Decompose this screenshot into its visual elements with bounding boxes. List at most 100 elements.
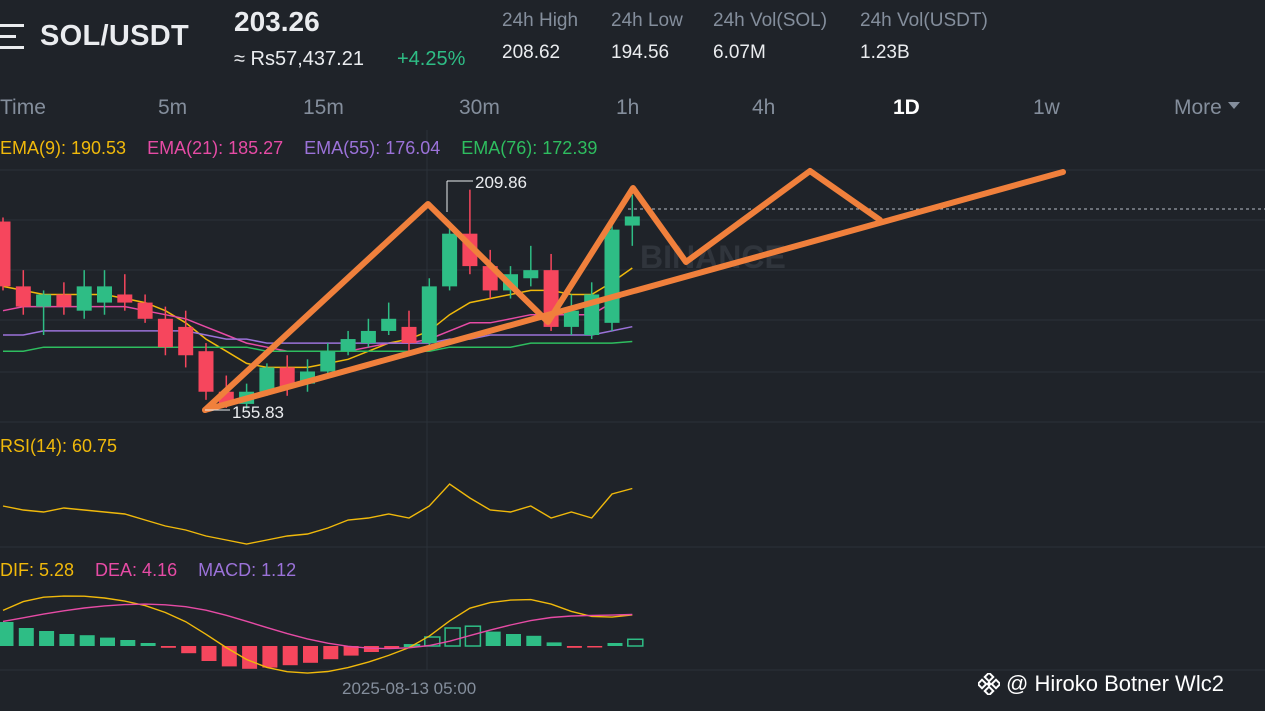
tab-15m[interactable]: 15m xyxy=(303,96,344,119)
candle xyxy=(401,310,417,352)
macd-bar xyxy=(566,646,582,648)
candle xyxy=(76,270,92,319)
high-price-label: 209.86 xyxy=(475,173,527,192)
candle-body xyxy=(56,294,72,307)
macd-bar xyxy=(201,646,217,661)
zigzag-pattern-line xyxy=(202,168,883,413)
candle-body xyxy=(360,330,376,344)
candle xyxy=(178,310,194,368)
interval-tabs: Time 5m 15m 30m 1h 4h 1D 1w More xyxy=(0,92,1265,126)
binance-logo-icon xyxy=(978,673,1000,695)
macd-bar xyxy=(242,646,258,669)
macd-bar xyxy=(262,646,278,668)
candle-body xyxy=(178,326,194,356)
trading-pair[interactable]: SOL/USDT xyxy=(40,20,190,52)
price-change: +4.25% xyxy=(397,48,466,70)
macd-bar xyxy=(79,635,95,646)
candle-body xyxy=(604,229,620,323)
macd-bar xyxy=(39,631,55,646)
candles xyxy=(0,189,640,409)
candle xyxy=(56,282,72,315)
candle-body xyxy=(157,318,173,348)
stat-24h-vol-sol: 24h Vol(SOL) 6.07M xyxy=(713,10,827,64)
candle xyxy=(523,245,539,287)
candle-body xyxy=(381,318,397,331)
macd-bar xyxy=(181,646,197,654)
rsi-legend: RSI(14): 60.75 xyxy=(0,436,133,457)
rsi-line xyxy=(2,483,633,545)
dif-label: DIF: 5.28 xyxy=(0,560,75,580)
candle xyxy=(0,217,11,291)
macd-bar xyxy=(343,646,359,656)
candle xyxy=(462,189,478,275)
macd-bar xyxy=(18,628,34,646)
ema-line xyxy=(3,325,633,344)
tab-more-label: More xyxy=(1174,96,1222,119)
candle-body xyxy=(76,286,92,311)
candle xyxy=(117,274,133,311)
tab-5m[interactable]: 5m xyxy=(158,96,188,119)
macd-bar xyxy=(384,646,400,649)
macd-bar xyxy=(506,634,521,646)
macd-bar xyxy=(282,646,298,666)
trendline-drawing xyxy=(202,168,1066,413)
tab-30m[interactable]: 30m xyxy=(459,96,500,119)
ema-9-label: EMA(9): 190.53 xyxy=(0,138,127,158)
macd-bar xyxy=(0,622,14,646)
dea-label: DEA: 4.16 xyxy=(95,560,178,580)
candle-body xyxy=(563,310,579,327)
stat-24h-high: 24h High 208.62 xyxy=(502,10,578,64)
tab-1h[interactable]: 1h xyxy=(616,96,640,119)
macd-bar xyxy=(424,636,441,647)
macd-legend: DIF: 5.28 DEA: 4.16 MACD: 1.12 xyxy=(0,560,312,581)
candle xyxy=(360,318,376,348)
candle xyxy=(36,290,52,335)
candle xyxy=(563,294,579,335)
candle xyxy=(300,359,315,392)
tab-1d[interactable]: 1D xyxy=(893,96,920,119)
stat-label: 24h Low xyxy=(611,10,683,31)
candle xyxy=(198,343,214,400)
stat-value: 6.07M xyxy=(713,42,766,63)
candle-body xyxy=(97,286,112,303)
stat-label: 24h Vol(SOL) xyxy=(713,10,828,31)
fiat-price: ≈ Rs57,437.21 xyxy=(234,48,364,70)
macd-bar xyxy=(59,634,75,646)
macd-histogram xyxy=(0,622,644,669)
ema-21-label: EMA(21): 185.27 xyxy=(147,138,284,158)
macd-bar xyxy=(160,646,176,648)
dif-line xyxy=(2,595,633,674)
ticker-header: SOL/USDT 203.26 ≈ Rs57,437.21 +4.25% 24h… xyxy=(0,0,1265,88)
tab-4h[interactable]: 4h xyxy=(752,96,776,119)
macd-bar xyxy=(587,646,603,648)
rsi-label: RSI(14): 60.75 xyxy=(0,436,118,456)
candle xyxy=(442,221,458,291)
time-axis-label: 2025-08-13 05:00 xyxy=(342,679,477,698)
stat-value: 208.62 xyxy=(502,42,561,63)
candle xyxy=(340,330,356,356)
candle-body xyxy=(198,351,214,392)
candle-body xyxy=(137,302,153,319)
macd-bar xyxy=(464,625,482,647)
support-trendline xyxy=(202,169,1066,413)
candle-body xyxy=(0,221,11,287)
tab-1w[interactable]: 1w xyxy=(1033,96,1060,119)
low-price-label: 155.83 xyxy=(232,403,284,422)
menu-icon[interactable] xyxy=(0,24,24,50)
candle-body xyxy=(624,216,640,226)
candle-body xyxy=(259,367,275,392)
candle-body xyxy=(279,367,295,388)
stat-value: 194.56 xyxy=(611,42,670,63)
candle-body xyxy=(442,233,458,287)
candle-body xyxy=(15,286,31,307)
ema-line xyxy=(3,340,633,352)
ema-76-label: EMA(76): 172.39 xyxy=(461,138,598,158)
macd-bar xyxy=(120,640,136,646)
tab-more[interactable]: More xyxy=(1174,96,1240,120)
candle xyxy=(421,278,437,348)
candle-body xyxy=(401,326,417,344)
tab-time[interactable]: Time xyxy=(0,96,46,119)
macd-bar xyxy=(546,642,562,646)
macd-bar xyxy=(627,638,644,647)
